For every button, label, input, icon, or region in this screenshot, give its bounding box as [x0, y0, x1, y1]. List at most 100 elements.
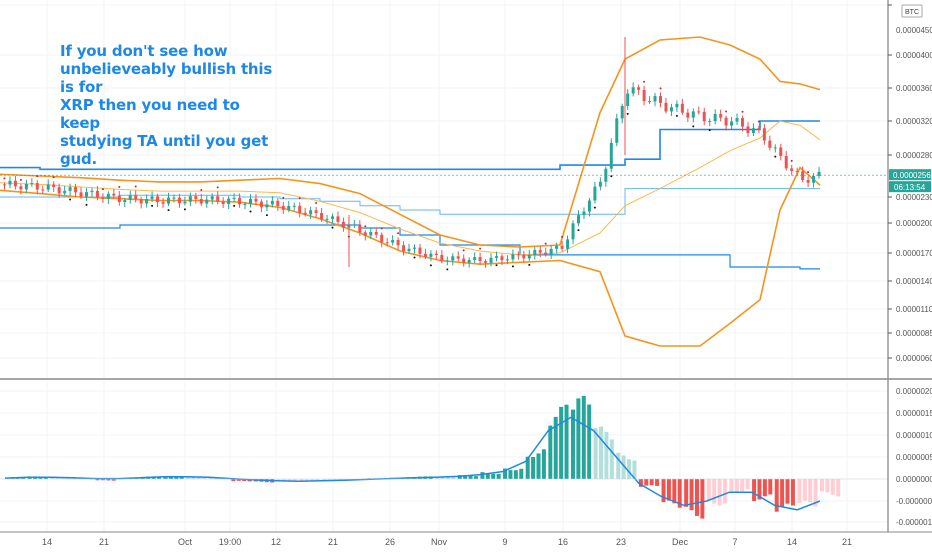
currency-label: BTC: [905, 9, 919, 16]
histogram-bar: [576, 398, 581, 479]
psar-dot: [626, 112, 629, 115]
histogram-bar: [609, 439, 614, 479]
psar-dot: [708, 129, 711, 132]
psar-dot: [659, 87, 662, 90]
candle-body: [145, 198, 149, 204]
histogram-bar: [684, 479, 689, 507]
candle-body: [303, 212, 307, 215]
candle-body: [511, 254, 515, 260]
psar-dot: [331, 226, 334, 229]
x-tick-label: 21: [328, 537, 338, 547]
oscillator-pane[interactable]: [0, 395, 888, 519]
psar-dot: [544, 242, 547, 245]
histogram-bar: [473, 476, 478, 479]
psar-dot: [233, 204, 236, 207]
candle-body: [664, 102, 668, 112]
candle-body: [571, 223, 575, 240]
psar-dot: [610, 175, 613, 178]
histogram-bar: [813, 479, 818, 507]
price-pane[interactable]: [0, 36, 888, 347]
histogram-bar: [604, 431, 609, 479]
x-tick-label: 16: [558, 537, 568, 547]
psar-dot: [462, 249, 465, 252]
psar-dot: [757, 120, 760, 123]
candle-body: [560, 245, 564, 249]
psar-dot: [446, 268, 449, 271]
histogram-bar: [208, 477, 213, 479]
x-tick-label: 21: [99, 537, 109, 547]
candle-body: [620, 106, 624, 119]
candle-body: [719, 114, 723, 118]
candle-body: [637, 87, 641, 90]
histogram-bar: [790, 479, 795, 506]
histogram-bar: [559, 406, 564, 479]
histogram-bar: [706, 479, 711, 500]
price-tag-box: [889, 169, 931, 181]
histogram-bar: [593, 428, 598, 479]
histogram-bar: [485, 473, 490, 479]
candle-body: [773, 147, 777, 149]
psar-dot: [19, 178, 22, 181]
histogram-bar: [644, 479, 649, 486]
histogram-bar: [774, 479, 779, 512]
candle-body: [522, 254, 526, 259]
histogram-bar: [638, 479, 643, 487]
candle-body: [243, 203, 247, 205]
histogram-bar: [519, 468, 524, 479]
histogram-bar: [712, 479, 717, 504]
psar-dot: [561, 235, 564, 238]
candle-body: [790, 168, 794, 171]
candle-body: [95, 190, 99, 198]
y-tick-label: 0.0000060: [896, 354, 932, 363]
price-tag: 0.0000256: [893, 171, 931, 180]
donchian-mid-line: [0, 188, 820, 215]
candle-body: [527, 254, 531, 259]
histogram-bar: [304, 479, 309, 482]
histogram-bar: [321, 479, 326, 481]
candle-body: [741, 118, 744, 127]
psar-dot: [528, 263, 531, 266]
candle-body: [686, 112, 690, 118]
candle-body: [292, 205, 296, 207]
candle-body: [713, 114, 717, 122]
candle-body: [691, 111, 695, 118]
histogram-bar: [587, 404, 592, 479]
histogram-bar: [525, 456, 530, 479]
histogram-bar: [508, 470, 513, 479]
histogram-bar: [503, 468, 508, 479]
candle-body: [172, 197, 176, 199]
psar-dot: [495, 264, 498, 267]
y-tick-label: 0.0000230: [896, 193, 932, 202]
psar-dot: [479, 247, 482, 250]
psar-dot: [315, 201, 318, 204]
candle-body: [555, 245, 559, 249]
candle-body: [462, 258, 466, 263]
candle-body: [648, 101, 652, 103]
candle-body: [489, 257, 493, 263]
candle-body: [117, 195, 121, 203]
candle-body: [429, 253, 433, 257]
osc-y-tick-label: -0.0000005: [896, 497, 932, 506]
histogram-bar: [553, 416, 558, 479]
histogram-bar: [825, 479, 830, 493]
candle-body: [779, 147, 783, 157]
histogram-bar: [655, 479, 660, 486]
candle-body: [254, 198, 258, 202]
candle-body: [500, 256, 504, 261]
x-tick-label: Oct: [178, 537, 193, 547]
candle-body: [314, 210, 318, 213]
candle-body: [413, 247, 416, 249]
candle-body: [106, 193, 110, 199]
histogram-bar: [100, 479, 105, 481]
candle-body: [626, 93, 630, 107]
candle-body: [74, 187, 78, 193]
candle-body: [538, 249, 542, 253]
y-tick-label: 0.0000320: [896, 117, 932, 126]
donchian-lower-line: [0, 224, 820, 270]
candle-body: [735, 118, 739, 122]
histogram-bar: [666, 479, 671, 501]
psar-dot: [807, 171, 810, 174]
candle-body: [697, 111, 701, 113]
